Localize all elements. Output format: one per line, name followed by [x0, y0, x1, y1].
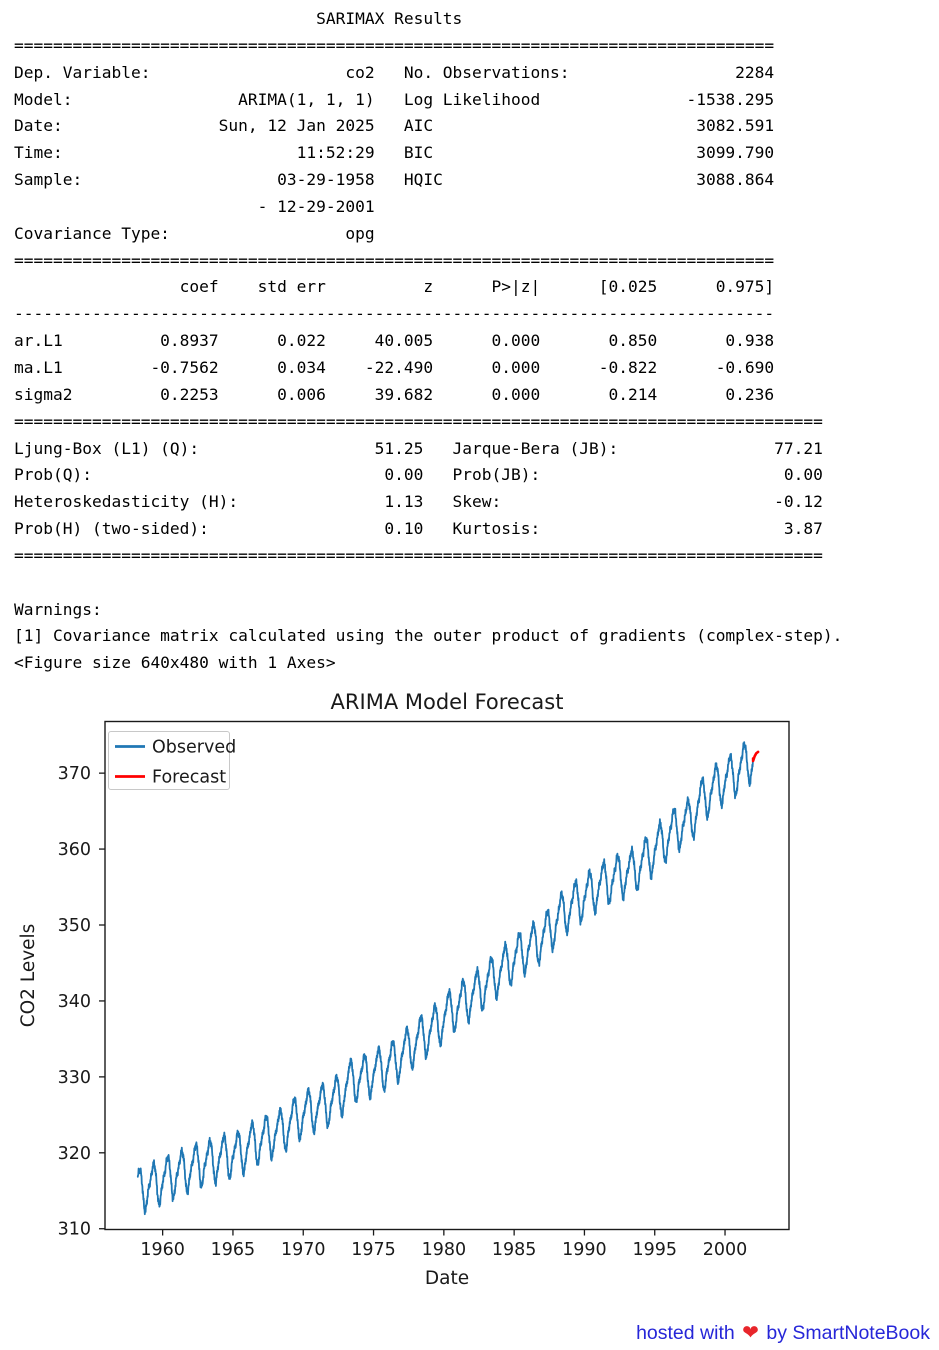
y-tick-label: 330	[58, 1068, 91, 1088]
x-axis-label: Date	[425, 1268, 469, 1289]
forecast-chart-svg: ARIMA Model Forecast Date CO2 Levels 1960 19…	[18, 690, 790, 1289]
sarimax-summary-text: SARIMAX Results ========================…	[14, 9, 843, 673]
y-tick-label: 360	[58, 840, 91, 860]
x-tick-label: 1985	[492, 1240, 537, 1260]
footer-suffix-text: by SmartNoteBook	[766, 1322, 930, 1344]
y-tick-label: 320	[58, 1144, 91, 1164]
observed-series-line	[136, 741, 754, 1216]
x-tick-label: 1995	[632, 1240, 677, 1260]
heart-icon: ❤	[742, 1322, 759, 1344]
y-tick-label: 350	[58, 916, 91, 936]
y-tick-label: 310	[58, 1220, 91, 1240]
plot-frame	[104, 720, 790, 1231]
y-axis-label: CO2 Levels	[18, 924, 39, 1028]
x-tick-label: 2000	[703, 1240, 748, 1260]
hosting-footer: hosted with ❤ by SmartNoteBook	[636, 1320, 930, 1345]
legend-label-observed: Observed	[152, 738, 236, 758]
legend-label-forecast: Forecast	[152, 768, 226, 788]
chart-title: ARIMA Model Forecast	[331, 690, 564, 714]
arima-forecast-figure: ARIMA Model Forecast Date CO2 Levels 1960 19…	[0, 690, 939, 1300]
x-tick-label: 1975	[351, 1240, 396, 1260]
footer-prefix-text: hosted with	[636, 1322, 735, 1344]
y-tick-label: 370	[58, 764, 91, 784]
x-tick-label: 1970	[281, 1240, 326, 1260]
forecast-series-line	[751, 750, 760, 763]
x-tick-label: 1965	[211, 1240, 256, 1260]
y-tick-label: 340	[58, 992, 91, 1012]
smartnotebook-link[interactable]: hosted with ❤ by SmartNoteBook	[636, 1322, 930, 1344]
x-tick-label: 1980	[422, 1240, 467, 1260]
x-tick-label: 1990	[562, 1240, 607, 1260]
x-tick-label: 1960	[140, 1240, 185, 1260]
